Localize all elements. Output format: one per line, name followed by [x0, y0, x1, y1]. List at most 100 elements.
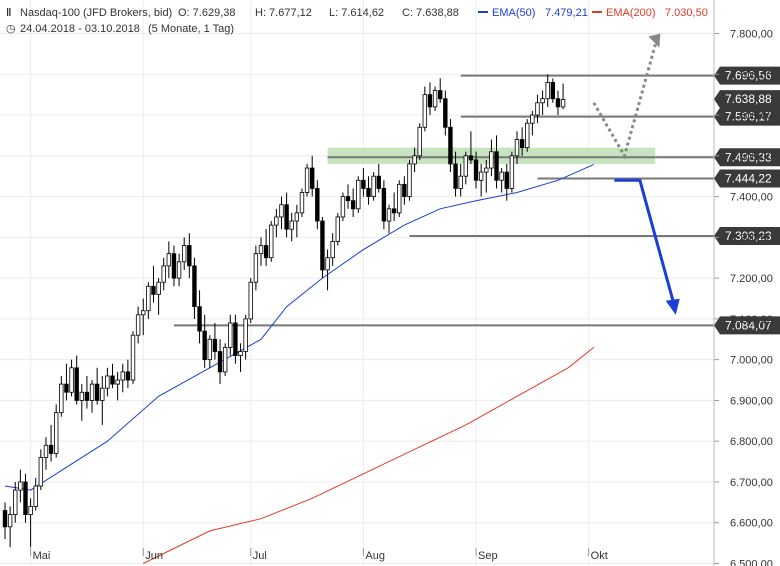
candle-body	[361, 179, 366, 189]
candle-body	[197, 306, 202, 332]
candle	[397, 180, 402, 217]
candle	[79, 384, 84, 421]
candle	[386, 204, 392, 234]
candle	[69, 359, 74, 397]
level-tag-label: 7.638,88	[725, 92, 772, 106]
ema50-legend-label: EMA(50)	[492, 7, 535, 19]
level-tag-label: 7.496,33	[725, 150, 772, 164]
high-value: H: 7.677,12	[255, 7, 312, 19]
candle-body	[325, 257, 330, 271]
candle	[59, 375, 64, 417]
candle	[253, 245, 259, 291]
candle-body	[402, 183, 407, 197]
candle	[335, 212, 340, 246]
candle	[545, 74, 550, 107]
level-tag-label: 7.444,22	[725, 172, 772, 186]
candle	[238, 343, 243, 372]
candle-body	[166, 253, 172, 267]
scenario-up-line	[592, 37, 659, 160]
y-tick-label: 7.200,00	[730, 273, 773, 285]
candle	[463, 151, 468, 185]
candle-body	[407, 163, 412, 197]
candle	[284, 192, 289, 238]
date-range: 24.04.2018 - 03.10.2018	[20, 23, 140, 35]
candle	[2, 502, 8, 540]
candle	[187, 233, 192, 279]
candle-body	[345, 196, 351, 202]
candle-body	[437, 90, 443, 100]
candle	[156, 278, 161, 315]
y-tick-label: 7.600,00	[730, 110, 773, 122]
candle	[110, 363, 115, 389]
candle-body	[171, 253, 177, 279]
candle-body	[489, 151, 494, 169]
candle	[453, 151, 458, 197]
candle-body	[181, 245, 187, 263]
candle	[458, 163, 463, 197]
level-tag	[714, 227, 780, 246]
scenario-down-line	[614, 178, 678, 312]
candle-body	[54, 412, 59, 454]
candle-body	[269, 224, 274, 259]
candle	[197, 290, 202, 344]
x-tick-label: Mai	[33, 550, 51, 562]
ema200-line	[142, 347, 595, 564]
candle-body	[330, 241, 335, 259]
candle-body	[514, 139, 520, 157]
candle-body	[509, 155, 515, 189]
candle	[74, 355, 79, 405]
candle	[13, 481, 18, 523]
y-tick-label: 6.700,00	[730, 477, 773, 489]
candle-body	[560, 99, 566, 108]
candle	[181, 237, 187, 270]
candle-body	[28, 506, 33, 515]
candle-body	[525, 122, 530, 149]
x-tick-label: Jul	[253, 550, 267, 562]
horizontal-levels: 7.696,56 7.638,88 7.596,17 7.496,33 7.444,22…	[173, 66, 780, 335]
candle	[233, 314, 238, 364]
instrument-name: Nasdaq-100 (JFD Brokers, bid)	[20, 7, 172, 19]
candle	[366, 176, 371, 205]
ema200-legend-value: 7.030,50	[665, 7, 708, 19]
candle-body	[18, 481, 23, 491]
candle-body	[135, 314, 141, 336]
candle	[422, 86, 428, 132]
candle-body	[376, 175, 381, 189]
candle	[100, 375, 105, 425]
candle-body	[79, 391, 84, 401]
candle-body	[555, 98, 561, 108]
candle	[207, 335, 212, 368]
candle	[371, 172, 376, 201]
y-tick-label: 6.900,00	[730, 395, 773, 407]
candle	[294, 204, 300, 238]
candle	[228, 314, 233, 356]
candle-body	[478, 171, 484, 181]
y-tick-label: 7.800,00	[730, 29, 773, 41]
candle	[94, 367, 100, 405]
candle-body	[519, 139, 525, 149]
candle	[151, 265, 156, 303]
candle	[525, 119, 530, 152]
y-tick-label: 6.500,00	[730, 559, 773, 566]
candle-body	[463, 155, 468, 177]
y-tick-label: 6.800,00	[730, 436, 773, 448]
candle-body	[315, 188, 320, 222]
candle-body	[356, 179, 361, 210]
candle-body	[187, 245, 192, 267]
candle-body	[212, 338, 218, 352]
candle-body	[202, 330, 207, 361]
candle	[33, 477, 38, 511]
candle-body	[258, 245, 264, 255]
y-tick-label: 6.600,00	[730, 518, 773, 530]
y-tick-label: 7.100,00	[730, 314, 773, 326]
chart-type-icon: ‖	[6, 7, 11, 19]
candle-body	[130, 334, 136, 381]
candle-body	[156, 281, 161, 295]
candle-body	[391, 208, 397, 214]
candle	[315, 180, 320, 230]
candle-body	[253, 253, 259, 283]
candle-body	[33, 485, 38, 507]
candle-body	[43, 444, 49, 458]
candle	[407, 159, 412, 201]
